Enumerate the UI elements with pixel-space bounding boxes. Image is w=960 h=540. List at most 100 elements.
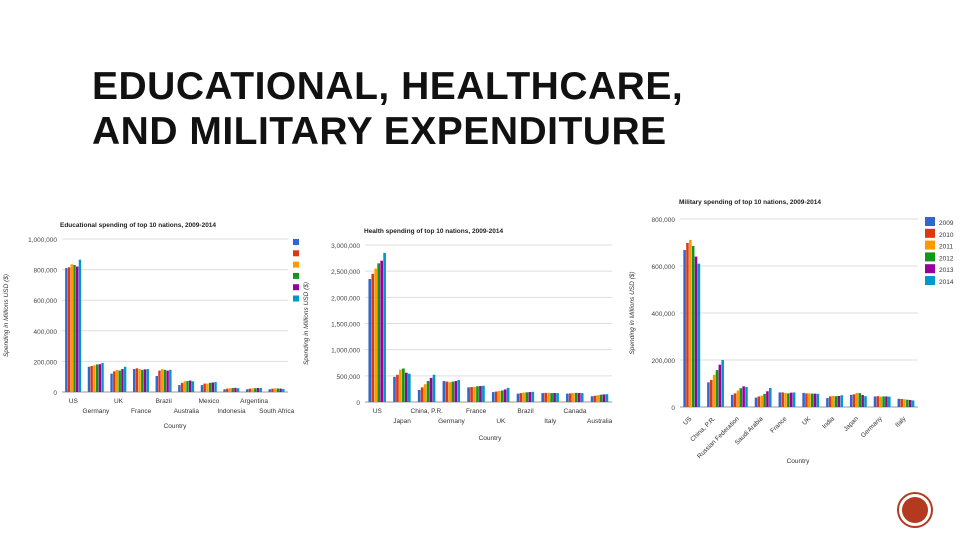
y-tick-label: 1,000,000: [331, 348, 360, 355]
bar: [528, 392, 532, 402]
x-tick-label: UK: [801, 415, 813, 427]
bar: [697, 263, 701, 407]
bar: [200, 385, 204, 392]
bar: [121, 369, 124, 392]
bar: [778, 392, 782, 407]
x-tick-label: US: [373, 408, 383, 415]
bar: [500, 390, 504, 402]
education-spending-chart: Educational spending of top 10 nations, …: [0, 212, 305, 440]
bar: [402, 368, 405, 402]
bar: [180, 382, 184, 392]
bar: [888, 396, 891, 407]
bar: [65, 268, 68, 392]
bar: [730, 394, 734, 407]
bar: [808, 393, 811, 407]
bar: [718, 364, 722, 407]
x-tick-label: Germany: [83, 408, 110, 415]
y-tick-label: 3,000,000: [331, 243, 360, 250]
y-tick-label: 500,000: [337, 374, 361, 381]
bar: [476, 386, 479, 402]
bar: [371, 273, 375, 402]
bar: [429, 377, 433, 402]
bar: [399, 369, 402, 402]
bar: [497, 391, 501, 402]
bar: [553, 392, 556, 402]
bar: [689, 239, 692, 407]
x-tick-label: Argentina: [240, 398, 268, 405]
x-tick-label: Mexico: [199, 398, 220, 405]
bar: [93, 365, 96, 392]
bar: [525, 392, 529, 402]
x-tick-label: Italy: [544, 418, 557, 425]
bar: [203, 383, 206, 392]
bar: [407, 373, 411, 402]
bar: [876, 396, 880, 407]
bar: [226, 388, 229, 392]
bar: [206, 383, 209, 392]
bar: [256, 388, 260, 392]
health-spending-chart: Health spending of top 10 nations, 2009-…: [300, 222, 618, 444]
bar: [516, 393, 520, 402]
legend-swatch: [925, 264, 935, 274]
bar: [223, 389, 226, 392]
bar: [279, 388, 282, 392]
bar: [694, 256, 698, 407]
bar: [143, 369, 147, 392]
bar: [135, 368, 139, 392]
bar: [897, 398, 901, 407]
legend-swatch: [925, 228, 935, 238]
bar: [766, 391, 769, 407]
bar: [231, 388, 234, 392]
page-badge: [896, 491, 934, 529]
bar: [789, 392, 793, 407]
bar: [67, 267, 71, 392]
bar: [721, 360, 724, 407]
bar: [805, 393, 808, 407]
x-tick-label: Italy: [894, 415, 908, 429]
bar: [396, 374, 399, 402]
bar: [574, 392, 578, 402]
bar: [596, 395, 600, 402]
bar: [873, 396, 877, 407]
bar: [569, 393, 572, 402]
bar: [879, 396, 882, 407]
bar: [840, 395, 843, 407]
bar: [273, 388, 277, 392]
bar: [251, 388, 254, 392]
bar: [234, 387, 237, 392]
bar: [736, 390, 740, 407]
x-tick-label: UK: [114, 398, 124, 405]
bar: [831, 395, 835, 407]
bar: [228, 388, 232, 392]
bar: [813, 393, 817, 407]
bar: [166, 370, 169, 392]
bar: [787, 393, 790, 407]
bar: [417, 389, 421, 402]
bar: [451, 381, 455, 402]
x-axis-title: Country: [164, 423, 188, 430]
bar: [571, 393, 575, 402]
legend-swatch: [293, 261, 299, 268]
legend-swatch: [925, 217, 935, 226]
bar: [141, 369, 144, 392]
bar: [98, 364, 102, 392]
bar: [686, 242, 689, 407]
bar: [911, 400, 915, 407]
chart-title: Health spending of top 10 nations, 2009-…: [364, 228, 503, 235]
x-tick-label: India: [821, 415, 836, 430]
bar: [110, 373, 113, 392]
x-tick-label: Brazil: [156, 398, 173, 405]
bar: [186, 380, 189, 392]
legend-swatch: [925, 276, 935, 285]
x-tick-label: France: [769, 415, 789, 435]
bar: [467, 387, 470, 402]
bar: [454, 381, 458, 402]
bar: [792, 392, 796, 407]
bar: [470, 387, 473, 402]
x-tick-label: Australia: [174, 408, 200, 415]
y-tick-label: 800,000: [34, 268, 58, 275]
bar: [445, 381, 449, 402]
bar: [138, 369, 141, 392]
x-tick-label: Japan: [842, 415, 860, 433]
bar: [211, 382, 215, 392]
